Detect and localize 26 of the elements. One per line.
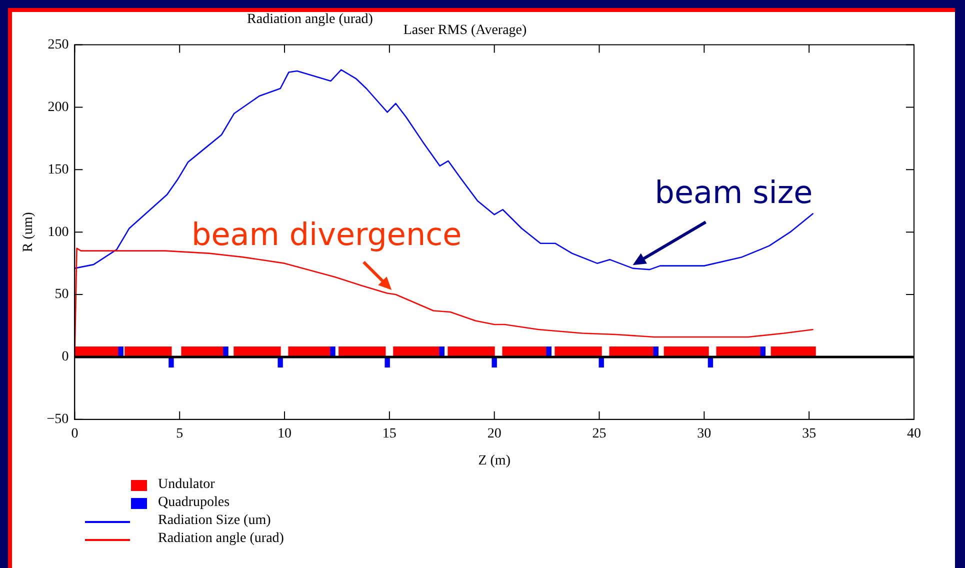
legend-label: Undulator xyxy=(158,477,215,493)
y-tick-label: −50 xyxy=(46,412,69,428)
y-tick-label: 250 xyxy=(48,37,69,52)
x-tick-label: 40 xyxy=(907,426,921,442)
x-tick-label: 20 xyxy=(487,426,502,442)
chart-title: Laser RMS (Average) xyxy=(403,23,528,38)
text: Radiation angle (urad) xyxy=(247,12,373,27)
y-tick-label: 50 xyxy=(54,287,69,302)
legend-label: Radiation angle (urad) xyxy=(158,531,284,547)
legend-label: Radiation Size (um) xyxy=(158,513,271,529)
y-axis-title: R (um) xyxy=(21,212,36,252)
y-tick-label: 100 xyxy=(48,224,69,240)
annotation: beam divergence xyxy=(192,217,462,254)
x-tick-label: 0 xyxy=(71,426,78,442)
x-tick-label: 10 xyxy=(278,426,292,442)
x-tick-label: 30 xyxy=(697,426,712,442)
x-tick-label: 15 xyxy=(382,426,396,442)
x-tick-label: 35 xyxy=(802,426,816,442)
y-tick-label: 150 xyxy=(48,162,69,178)
y-tick-label: 0 xyxy=(62,350,69,365)
x-axis-title: Z (m) xyxy=(478,453,511,468)
y-tick-label: 200 xyxy=(48,100,69,115)
legend-label: Quadrupoles xyxy=(158,495,230,511)
annotation: beam size xyxy=(654,175,813,212)
x-tick-label: 25 xyxy=(592,426,606,442)
x-tick-label: 5 xyxy=(176,426,184,442)
